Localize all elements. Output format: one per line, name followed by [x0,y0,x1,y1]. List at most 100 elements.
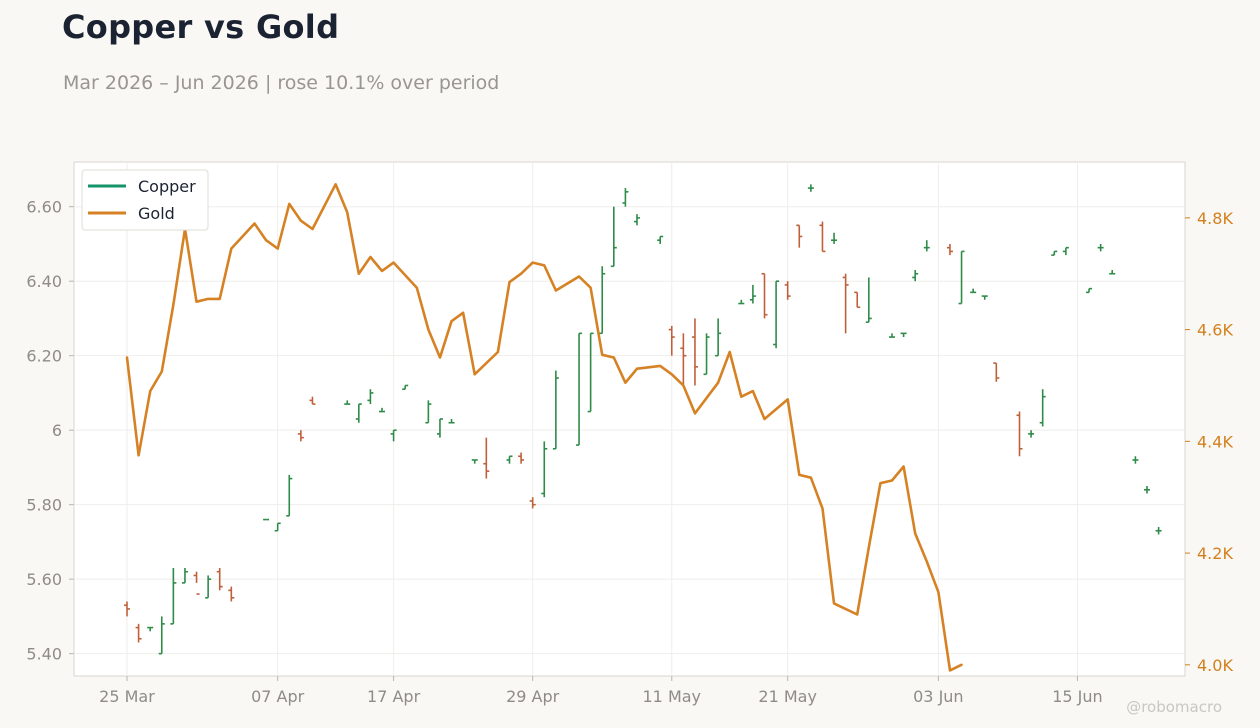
right-tick-label: 4.2K [1197,544,1233,563]
left-tick-label: 6.40 [26,272,62,291]
copper-ohlc-bar [970,288,977,294]
copper-ohlc-bar [622,188,629,207]
left-tick-label: 5.80 [26,496,62,515]
copper-ohlc-bar [981,295,988,300]
copper-ohlc-bar [842,273,849,334]
copper-ohlc-bar [355,403,362,423]
right-tick-label: 4.8K [1197,209,1233,228]
copper-ohlc-bar [309,396,316,405]
copper-ohlc-bar [1016,411,1023,457]
x-tick-label: 29 Apr [506,687,560,706]
left-tick-label: 6.60 [26,198,62,217]
copper-ohlc-bar [749,284,756,304]
copper-ohlc-bar [796,224,803,248]
watermark: @robomacro [1126,698,1222,716]
left-tick-label: 5.40 [26,645,62,664]
chart-subtitle: Mar 2026 – Jun 2026 | rose 10.1% over pe… [63,72,500,94]
copper-ohlc-bar [1051,250,1058,256]
copper-ohlc-bar [819,221,826,253]
x-tick-label: 11 May [643,687,702,706]
copper-ohlc-bar [367,389,374,405]
legend-label-gold: Gold [138,204,175,223]
copper-ohlc-bar [1144,486,1150,494]
copper-ohlc-bar [738,299,745,305]
right-tick-label: 4.0K [1197,656,1233,675]
x-tick-label: 17 Apr [367,687,421,706]
x-tick-label: 25 Mar [99,687,155,706]
copper-ohlc-bar [634,214,640,226]
right-y-axis: 4.0K 4.2K 4.4K 4.6K 4.8K [1185,209,1233,675]
copper-ohlc-bar [147,626,154,632]
x-tick-label: 07 Apr [251,687,305,706]
copper-ohlc-bar [715,318,722,357]
plot-background [73,161,1186,677]
left-tick-label: 6 [52,421,62,440]
copper-ohlc-bar [807,184,814,192]
copper-ohlc-bar [657,235,664,244]
copper-ohlc-bar [471,459,478,464]
copper-ohlc-bar [518,452,525,464]
copper-ohlc-bar [784,281,791,300]
copper-ohlc-bar [158,616,165,655]
copper-ohlc-bar [865,277,872,323]
copper-ohlc-bar [703,333,710,376]
copper-ohlc-bar [448,419,455,424]
copper-ohlc-bar [286,474,293,517]
copper-ohlc-bar [402,384,409,391]
copper-ohlc-bar [1132,456,1139,464]
copper-ohlc-bar [379,407,385,413]
copper-ohlc-bar [228,586,235,602]
legend-label-copper: Copper [138,177,196,196]
copper-ohlc-bar [390,429,397,442]
copper-ohlc-bar [610,206,617,268]
x-axis: 25 Mar 07 Apr 17 Apr 29 Apr 11 May 21 May 03 J… [99,676,1103,706]
copper-ohlc-bar [425,400,432,424]
copper-ohlc-bar [958,250,965,305]
copper-ohlc-bar [124,601,130,617]
copper-ohlc-bar [576,332,583,446]
copper-ohlc-bar [344,400,351,405]
gold-line [125,183,963,672]
x-tick-label: 21 May [758,687,817,706]
copper-ohlc-bar [854,291,861,309]
copper-ohlc-bar [587,332,594,413]
copper-ohlc-bar [900,332,907,338]
left-tick-label: 6.20 [26,347,62,366]
x-tick-label: 03 Jun [913,687,963,706]
copper-ohlc-bar [205,575,212,599]
copper-ohlc-series [124,184,1162,655]
copper-ohlc-bar [668,325,675,356]
copper-ohlc-bar [541,441,548,498]
copper-ohlc-bar [170,567,177,625]
copper-ohlc-bar [993,362,1000,382]
copper-ohlc-bar [506,455,513,464]
chart-title: Copper vs Gold [62,8,340,46]
copper-ohlc-bar [691,318,698,386]
copper-ohlc-bar [1028,430,1035,438]
copper-ohlc-bar [193,571,200,595]
copper-ohlc-bar [946,243,953,256]
copper-ohlc-bar [680,333,687,386]
left-tick-label: 5.60 [26,570,62,589]
copper-ohlc-bar [1155,527,1162,535]
left-y-axis: 5.40 5.60 5.80 6 6.20 6.40 6.60 [26,198,74,664]
copper-ohlc-bar [181,567,188,584]
copper-ohlc-bar [529,497,536,509]
gold-line-series [125,183,963,672]
legend[interactable]: Copper Gold [81,169,209,231]
copper-ohlc-bar [274,522,281,532]
copper-ohlc-bar [1109,270,1116,275]
copper-ohlc-bar [297,430,304,442]
copper-ohlc-bar [1039,389,1046,427]
copper-ohlc-bar [1097,243,1104,252]
copper-ohlc-bar [912,270,919,282]
copper-ohlc-bar [1086,287,1093,294]
copper-ohlc-bar [831,232,838,244]
copper-ohlc-bar [889,333,895,338]
copper-ohlc-bar [552,370,559,450]
copper-ohlc-bar [923,240,930,252]
x-tick-label: 15 Jun [1052,687,1102,706]
copper-ohlc-bar [761,272,768,319]
copper-ohlc-bar [773,280,780,349]
